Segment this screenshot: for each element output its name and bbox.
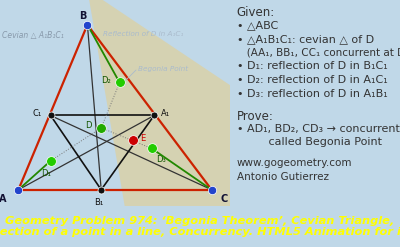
Text: • D₁: reflection of D in B₁C₁: • D₁: reflection of D in B₁C₁ bbox=[237, 62, 388, 71]
Text: Antonio Gutierrez: Antonio Gutierrez bbox=[237, 172, 329, 182]
Text: • △ABC: • △ABC bbox=[237, 20, 278, 30]
Text: B: B bbox=[79, 11, 86, 21]
Text: (AA₁, BB₁, CC₁ concurrent at D): (AA₁, BB₁, CC₁ concurrent at D) bbox=[237, 48, 400, 58]
Text: C: C bbox=[221, 194, 228, 204]
Text: A: A bbox=[0, 194, 7, 204]
Text: E: E bbox=[140, 134, 146, 143]
Text: C₁: C₁ bbox=[32, 109, 41, 118]
Text: • D₃: reflection of D in A₁B₁: • D₃: reflection of D in A₁B₁ bbox=[237, 89, 388, 99]
Text: • D₂: reflection of D in A₁C₁: • D₂: reflection of D in A₁C₁ bbox=[237, 75, 388, 85]
Text: Cevian △ A₁B₁C₁: Cevian △ A₁B₁C₁ bbox=[2, 31, 64, 40]
Text: • AD₁, BD₂, CD₃ → concurrent at E,: • AD₁, BD₂, CD₃ → concurrent at E, bbox=[237, 124, 400, 134]
Text: B₁: B₁ bbox=[94, 198, 104, 207]
Text: D₃: D₃ bbox=[156, 155, 166, 164]
Text: D₂: D₂ bbox=[101, 76, 110, 85]
Text: Begonia Point: Begonia Point bbox=[138, 66, 188, 72]
Text: D₁: D₁ bbox=[41, 169, 51, 178]
Text: Given:: Given: bbox=[237, 6, 275, 19]
Text: www.gogeometry.com: www.gogeometry.com bbox=[237, 158, 352, 168]
Polygon shape bbox=[87, 0, 242, 217]
Text: Geometry Problem 974: ‘Begonia Theorem’, Cevian Triangle,
Reflection of a point : Geometry Problem 974: ‘Begonia Theorem’,… bbox=[0, 216, 400, 237]
Text: Prove:: Prove: bbox=[237, 110, 274, 123]
Text: • △A₁B₁C₁: cevian △ of D: • △A₁B₁C₁: cevian △ of D bbox=[237, 34, 374, 44]
Text: A₁: A₁ bbox=[161, 109, 170, 118]
Text: D: D bbox=[86, 121, 92, 130]
Text: called Begonia Point: called Begonia Point bbox=[237, 138, 382, 147]
Text: Reflection of D in A₁C₁: Reflection of D in A₁C₁ bbox=[104, 31, 184, 37]
